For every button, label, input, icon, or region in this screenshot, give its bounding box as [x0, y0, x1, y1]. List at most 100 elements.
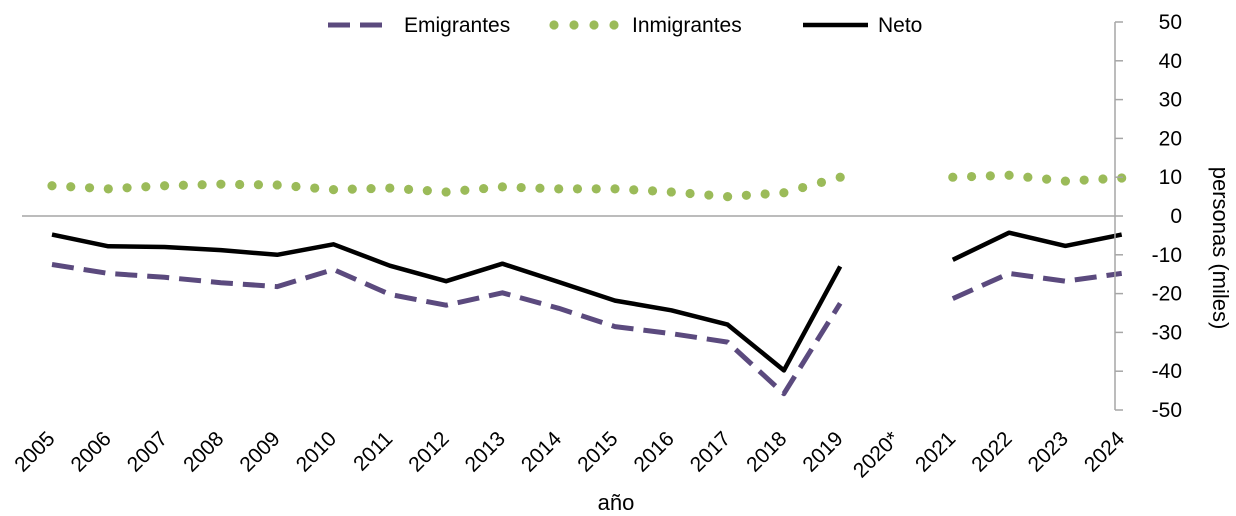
line-neto-segment-1: [51, 232, 843, 373]
dot-inmigrantes: [460, 185, 470, 195]
x-tick-label: 2007: [123, 427, 172, 476]
x-tick-label: 2017: [686, 427, 735, 476]
dot-inmigrantes: [685, 188, 695, 199]
point-inmigrantes-2015: [610, 184, 620, 194]
dot-inmigrantes: [403, 184, 414, 194]
point-inmigrantes-2014: [554, 184, 564, 194]
x-tick-label: 2019: [798, 427, 847, 476]
x-tick-label: 2024: [1080, 427, 1130, 477]
y-tick-label: 40: [1159, 50, 1182, 73]
dot-inmigrantes: [1023, 172, 1033, 182]
x-tick-label: 2011: [349, 427, 397, 475]
point-inmigrantes-2006: [103, 184, 113, 194]
point-inmigrantes-2011: [385, 183, 395, 193]
legend-item-inmigrantes: Inmigrantes: [549, 14, 742, 37]
y-tick-label: 0: [1170, 205, 1182, 228]
dot-inmigrantes: [629, 185, 639, 195]
legend-label: Emigrantes: [404, 14, 510, 37]
y-tick-label: 10: [1159, 166, 1182, 189]
y-tick-label: -40: [1152, 360, 1182, 383]
x-tick-label: 2013: [461, 427, 510, 476]
legend-swatch-dot: [569, 20, 579, 30]
point-inmigrantes-2007: [160, 181, 170, 191]
legend-swatch-dot: [589, 20, 599, 30]
legend-item-emigrantes: Emigrantes: [328, 14, 510, 37]
point-inmigrantes-2018: [779, 188, 789, 198]
x-tick-label: 2020*: [849, 427, 904, 482]
dot-inmigrantes: [291, 181, 301, 192]
x-axis-title: año: [598, 490, 635, 515]
point-inmigrantes-2009: [272, 180, 282, 190]
point-inmigrantes-2023: [1060, 176, 1070, 186]
dot-inmigrantes: [741, 190, 751, 200]
x-tick-label: 2023: [1024, 427, 1073, 476]
y-tick-label: -50: [1152, 399, 1182, 422]
y-tick-label: -20: [1152, 283, 1182, 306]
point-inmigrantes-2005: [47, 181, 57, 191]
y-tick-label: -30: [1152, 321, 1182, 344]
point-inmigrantes-2012: [441, 187, 451, 197]
series-neto: [51, 230, 1123, 373]
dot-inmigrantes: [760, 189, 770, 199]
dot-inmigrantes: [253, 180, 264, 190]
y-tick-label: 50: [1159, 11, 1182, 34]
dot-inmigrantes: [66, 182, 76, 192]
legend-item-neto: Neto: [803, 14, 922, 37]
dot-inmigrantes: [704, 190, 714, 200]
line-emigrantes-segment-1: [51, 262, 843, 397]
dot-inmigrantes: [1079, 175, 1089, 185]
dot-inmigrantes: [84, 183, 95, 193]
legend-label: Neto: [878, 14, 922, 37]
x-tick-label: 2016: [630, 427, 679, 476]
dot-inmigrantes: [1042, 174, 1052, 184]
point-inmigrantes-2010: [328, 185, 339, 195]
legend-label: Inmigrantes: [632, 14, 742, 37]
dot-inmigrantes: [1098, 174, 1108, 184]
dot-inmigrantes: [366, 183, 376, 194]
dot-inmigrantes: [966, 171, 977, 182]
point-inmigrantes-2017: [723, 192, 733, 202]
dot-inmigrantes: [235, 179, 245, 190]
x-tick-label: 2014: [517, 427, 567, 477]
point-inmigrantes-2008: [216, 179, 226, 189]
dot-inmigrantes: [516, 182, 526, 193]
x-tick-label: 2015: [573, 427, 622, 476]
series-layer: [47, 170, 1127, 397]
point-inmigrantes-2013: [497, 182, 507, 192]
dot-inmigrantes: [178, 180, 188, 190]
legend-swatch-dot: [609, 20, 619, 30]
x-tick-label: 2018: [742, 427, 791, 476]
dot-inmigrantes: [347, 184, 357, 194]
series-emigrantes: [51, 262, 1123, 397]
series-inmigrantes: [47, 170, 1127, 202]
dot-inmigrantes: [422, 186, 432, 196]
y-tick-label: 20: [1159, 127, 1182, 150]
dot-inmigrantes: [535, 183, 545, 193]
dot-inmigrantes: [310, 183, 320, 193]
x-tick-label: 2005: [10, 427, 59, 476]
y-axis-title: personas (miles): [1208, 167, 1233, 330]
dot-inmigrantes: [572, 184, 583, 194]
x-tick-label: 2021: [911, 427, 960, 476]
dot-inmigrantes: [798, 182, 808, 193]
x-tick-label: 2008: [179, 427, 228, 476]
y-tick-label: -10: [1152, 244, 1182, 267]
dot-inmigrantes: [479, 183, 489, 194]
point-inmigrantes-2016: [666, 187, 676, 197]
dot-inmigrantes: [647, 186, 658, 196]
y-tick-label: 30: [1159, 89, 1182, 112]
line-neto-segment-2: [951, 230, 1123, 262]
dot-inmigrantes: [985, 171, 995, 181]
x-tick-label: 2009: [235, 427, 284, 476]
legend-swatch-dot: [549, 20, 559, 30]
dot-inmigrantes: [197, 180, 207, 190]
dot-inmigrantes: [141, 182, 151, 192]
x-tick-label: 2010: [292, 427, 341, 476]
dot-inmigrantes: [816, 177, 827, 187]
point-inmigrantes-2024: [1117, 173, 1127, 183]
y-axis: 50 40 30 20 10 0 -10 -20 -30 -40 -50: [1114, 11, 1182, 422]
point-inmigrantes-2019: [835, 172, 845, 182]
point-inmigrantes-2021: [948, 172, 958, 182]
x-tick-label: 2006: [67, 427, 116, 476]
